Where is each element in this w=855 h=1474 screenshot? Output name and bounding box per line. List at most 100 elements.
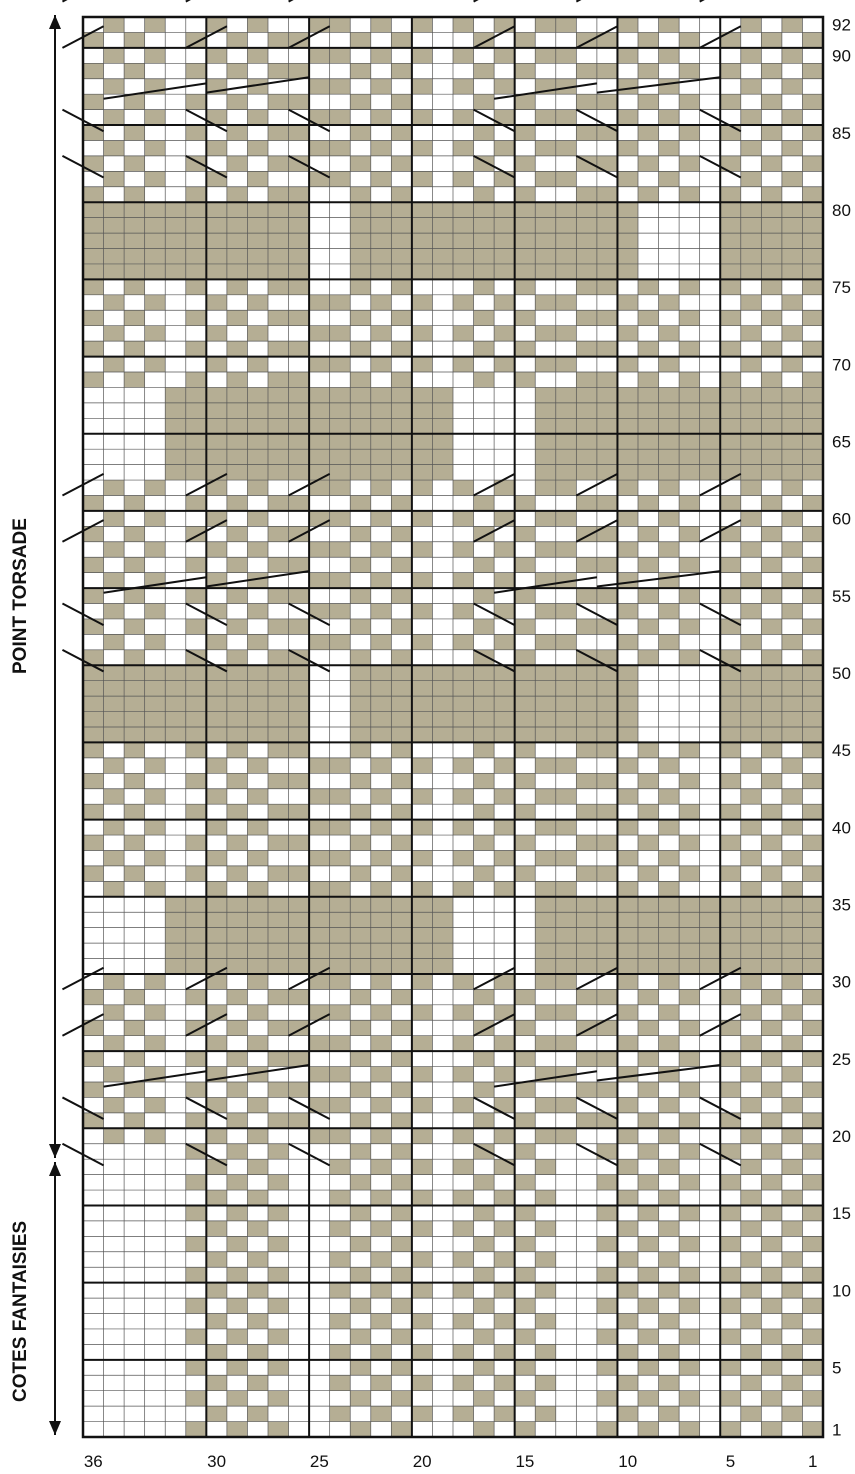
shaded-stitch [453,356,474,372]
shaded-stitch [268,865,289,882]
shaded-stitch [740,480,762,496]
cable-stitch-mark [61,602,105,627]
shaded-stitch [494,1282,515,1299]
shaded-stitch [124,263,145,280]
shaded-stitch [555,171,577,187]
shaded-stitch [535,788,556,805]
shaded-stitch [658,634,680,650]
shaded-stitch [453,1128,474,1144]
shaded-stitch [473,279,495,295]
shaded-stitch [576,1112,597,1129]
shaded-stitch [802,680,823,697]
shaded-stitch [391,927,412,944]
shaded-stitch [185,557,207,573]
shaded-stitch [740,47,762,64]
shaded-stitch [83,202,104,218]
shaded-stitch [185,233,207,249]
shaded-stitch [658,1251,680,1268]
shaded-stitch [638,449,659,465]
shaded-stitch [720,263,741,280]
shaded-stitch [514,711,536,727]
shaded-stitch [268,1328,289,1345]
shaded-stitch [185,927,207,944]
shaded-stitch [144,541,166,558]
shaded-stitch [370,217,392,234]
shaded-stitch [596,835,618,851]
shaded-stitch [185,402,207,419]
shaded-stitch [206,356,227,372]
shaded-stitch [185,1359,207,1376]
shaded-stitch [247,927,268,944]
shaded-stitch [124,155,145,172]
shaded-stitch [144,263,166,280]
shaded-stitch [288,217,310,234]
shaded-stitch [432,927,453,944]
shaded-stitch [617,1220,638,1237]
shaded-stitch [83,865,104,882]
shaded-stitch [617,727,638,743]
shaded-stitch [638,1143,659,1160]
y-tick-label: 5 [832,1359,841,1378]
shaded-stitch [658,449,680,465]
shaded-stitch [206,711,227,727]
x-tick-label: 10 [618,1452,637,1471]
shaded-stitch [329,973,351,990]
shaded-stitch [411,480,433,496]
shaded-stitch [83,680,104,697]
shaded-stitch [494,850,515,866]
shaded-stitch [411,973,433,990]
shaded-stitch [370,1344,392,1360]
shaded-stitch [473,696,495,712]
shaded-stitch [514,773,536,789]
shaded-stitch [391,588,412,604]
shaded-stitch [596,63,618,79]
shaded-stitch [247,248,268,264]
shaded-stitch [720,387,741,403]
shaded-stitch [617,47,638,64]
shaded-stitch [329,449,351,465]
shaded-stitch [679,835,700,851]
shaded-stitch [453,696,474,712]
shaded-stitch [185,958,207,974]
shaded-stitch [391,835,412,851]
shaded-stitch [638,742,659,758]
shaded-stitch [247,819,268,836]
shaded-stitch [432,896,453,913]
shaded-stitch [391,279,412,295]
shaded-stitch [411,634,433,650]
shaded-stitch [432,217,453,234]
shaded-stitch [350,804,371,820]
shaded-stitch [247,418,268,434]
shaded-stitch [699,402,721,419]
shaded-stitch [226,665,248,681]
shaded-stitch [350,495,371,511]
shaded-stitch [720,618,741,635]
shaded-stitch [679,526,700,542]
shaded-stitch [576,433,597,450]
shaded-stitch [350,387,371,403]
shaded-stitch [453,248,474,264]
shaded-stitch [761,155,782,172]
shaded-stitch [206,1159,227,1175]
shaded-stitch [740,356,762,372]
shaded-stitch [596,557,618,573]
shaded-stitch [679,402,700,419]
shaded-stitch [679,1267,700,1283]
shaded-stitch [226,263,248,280]
shaded-stitch [309,464,330,481]
shaded-stitch [185,1051,207,1067]
shaded-stitch [638,1051,659,1067]
shaded-stitch [720,835,741,851]
shaded-stitch [83,233,104,249]
shaded-stitch [638,896,659,913]
shaded-stitch [165,696,186,712]
shaded-stitch [740,418,762,434]
shaded-stitch [781,464,803,481]
shaded-stitch [453,1251,474,1268]
shaded-stitch [370,1004,392,1021]
shaded-stitch [370,109,392,126]
shaded-stitch [226,1112,248,1129]
shaded-stitch [802,1267,823,1283]
shaded-stitch [555,634,577,650]
shaded-stitch [309,1004,330,1021]
